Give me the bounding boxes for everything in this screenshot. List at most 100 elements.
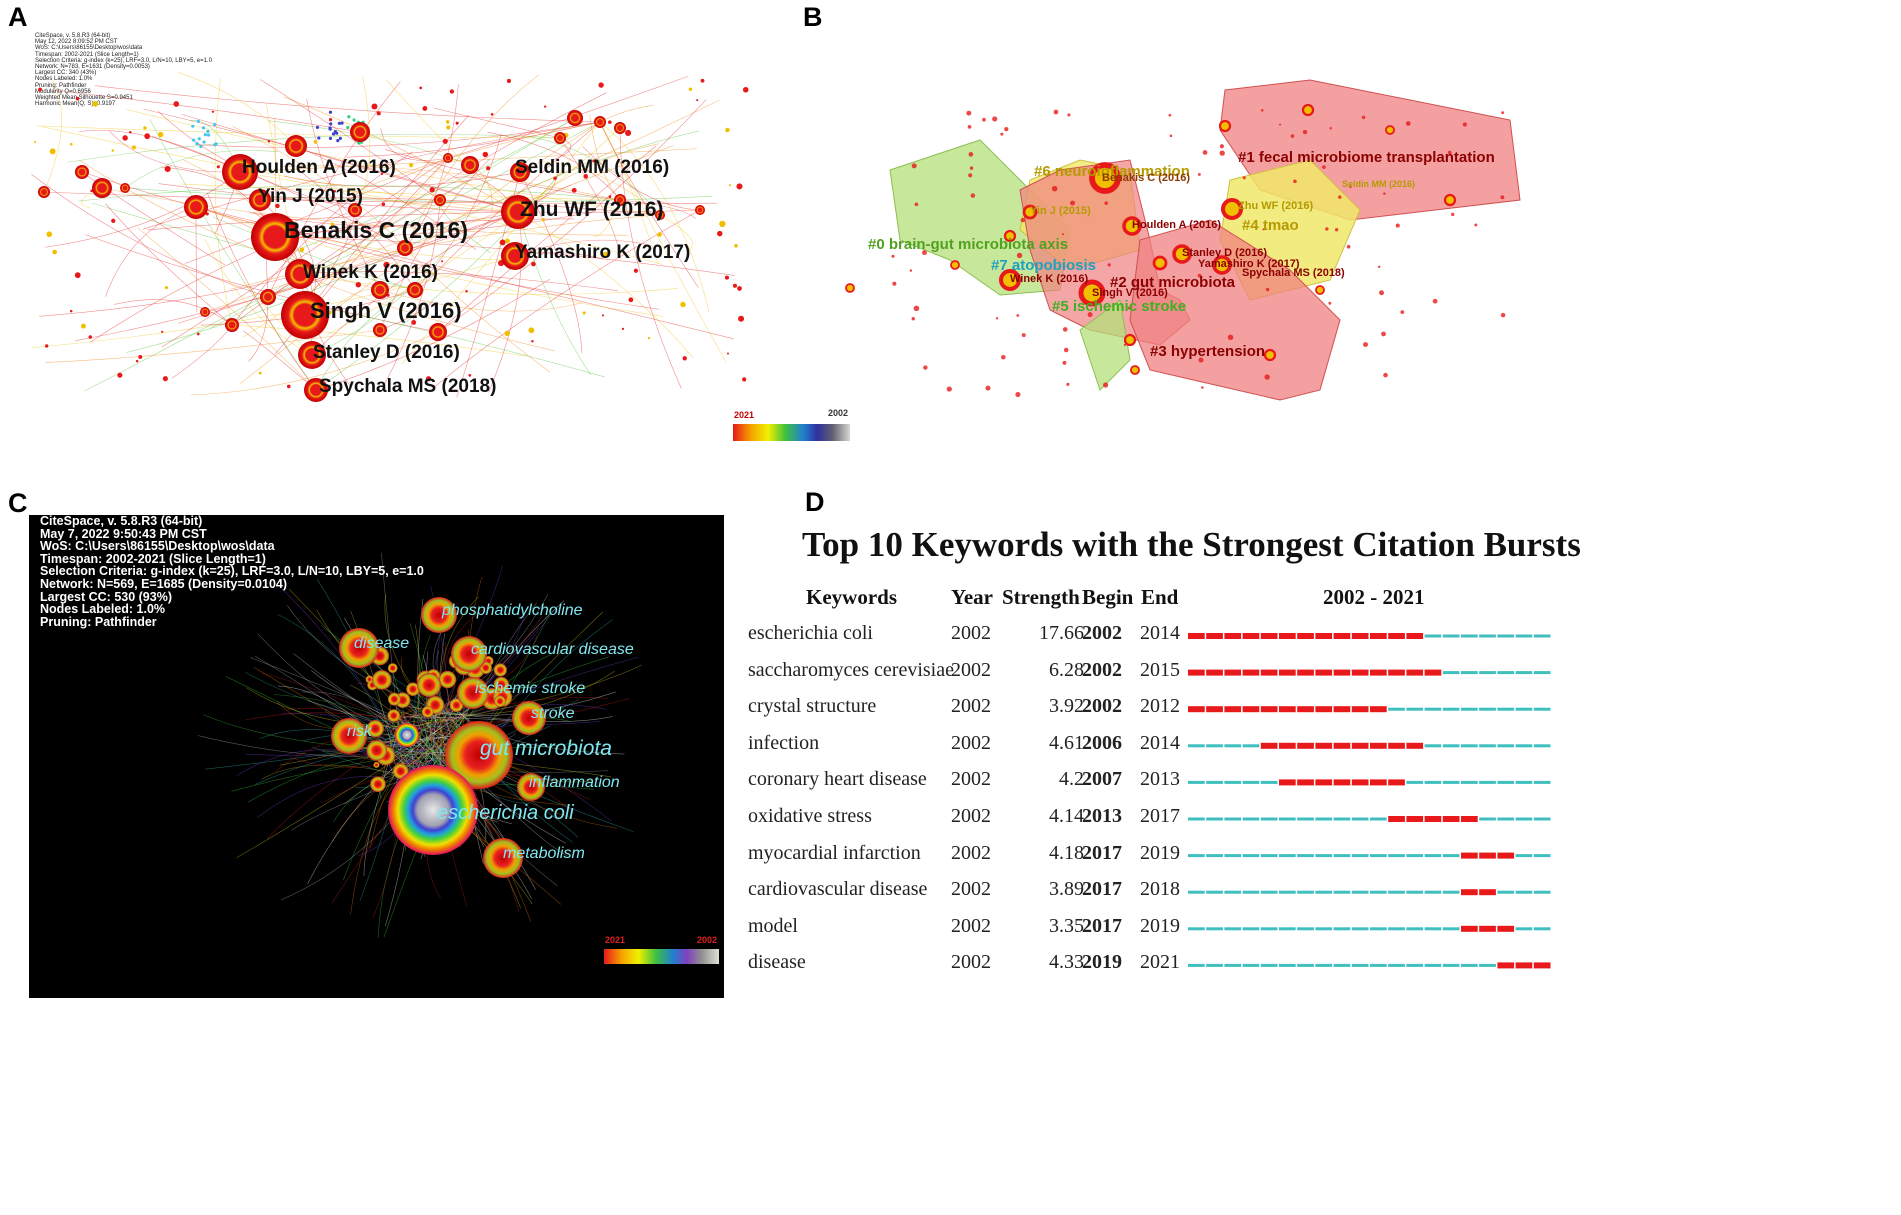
network-edge — [559, 137, 621, 259]
network-node — [553, 176, 557, 180]
network-node — [922, 250, 927, 256]
network-edge — [171, 324, 233, 379]
network-edge — [126, 109, 661, 216]
baseline-segment — [1497, 634, 1515, 638]
network-edge — [599, 105, 654, 123]
network-edge — [315, 170, 563, 391]
baseline-segment — [1224, 890, 1242, 894]
network-edge — [290, 744, 423, 768]
baseline-segment — [1497, 890, 1515, 894]
baseline-segment — [1279, 963, 1296, 967]
network-node — [329, 122, 333, 126]
burst-segment — [1497, 925, 1515, 932]
network-edge — [410, 745, 448, 772]
baseline-segment — [1224, 744, 1242, 748]
network-edge — [114, 299, 233, 326]
network-node — [1501, 111, 1505, 115]
cluster-label: #4 tmao — [1242, 217, 1299, 234]
network-node — [1087, 312, 1093, 318]
baseline-segment — [1442, 927, 1460, 931]
baseline-segment — [1515, 854, 1533, 858]
panel-b-cluster-labels: #1 fecal microbiome transplantation #6 n… — [868, 149, 1495, 360]
network-node — [493, 676, 510, 693]
network-edge — [390, 707, 470, 759]
network-node — [531, 261, 536, 267]
burst-row-year: 2002 — [951, 695, 991, 718]
burst-row-keyword: saccharomyces cerevisiae — [748, 658, 954, 681]
network-edge — [397, 728, 579, 838]
baseline-segment — [1461, 744, 1478, 748]
baseline-segment — [1206, 854, 1223, 858]
network-edge — [105, 206, 197, 297]
network-edge — [283, 96, 519, 213]
network-edge — [81, 171, 226, 266]
network-node — [1020, 217, 1026, 223]
network-edge — [236, 714, 466, 858]
network-node — [129, 131, 132, 134]
network-node — [969, 166, 974, 170]
network-edge — [514, 239, 647, 257]
network-node — [726, 352, 729, 355]
network-edge — [36, 125, 561, 139]
network-edge — [124, 150, 279, 189]
metadata-line: Pruning: Pathfinder — [35, 82, 87, 89]
burst-segment — [1206, 669, 1223, 676]
network-node — [1104, 201, 1108, 205]
baseline-segment — [1370, 963, 1387, 967]
burst-row-begin: 2017 — [1082, 914, 1122, 937]
burst-segment — [1533, 962, 1551, 969]
network-node — [1395, 223, 1400, 228]
network-edge — [147, 211, 519, 231]
baseline-segment — [1479, 963, 1496, 967]
network-edge — [438, 596, 480, 755]
network-edge — [394, 680, 449, 717]
baseline-segment — [1188, 780, 1205, 784]
network-node — [1197, 273, 1202, 278]
hub-node — [260, 289, 276, 305]
network-node — [601, 314, 605, 317]
network-edge — [242, 330, 317, 391]
network-edge — [225, 675, 434, 778]
baseline-segment — [1242, 780, 1260, 784]
metadata-line: Timespan: 2002-2021 (Slice Length=1) — [40, 551, 266, 566]
network-node — [737, 286, 742, 291]
network-node — [1051, 185, 1058, 192]
baseline-segment — [1533, 634, 1551, 638]
network-edge — [288, 588, 417, 733]
baseline-segment — [1279, 817, 1296, 821]
baseline-segment — [1260, 927, 1278, 931]
baseline-segment — [1333, 817, 1351, 821]
network-node — [202, 140, 206, 144]
network-edge — [239, 171, 663, 265]
network-node — [196, 119, 200, 123]
network-edge — [386, 79, 519, 213]
baseline-segment — [1188, 890, 1205, 894]
panel-c-nodes — [331, 597, 546, 878]
network-edge — [245, 747, 434, 757]
network-node — [1363, 342, 1369, 348]
network-node — [328, 126, 332, 130]
node-label: Stanley D (2016) — [1182, 247, 1267, 259]
node-label: Yin J (2015) — [1030, 205, 1091, 217]
network-node — [1227, 334, 1234, 341]
baseline-segment — [1424, 854, 1442, 858]
network-node — [409, 163, 414, 168]
burst-segment — [1279, 706, 1296, 713]
burst-segment — [1370, 633, 1387, 639]
keyword-label: risk — [347, 723, 373, 740]
baseline-segment — [1533, 671, 1551, 675]
network-node — [1063, 347, 1069, 353]
metadata-line: Largest CC: 340 (43%) — [35, 70, 97, 77]
baseline-segment — [1206, 817, 1223, 821]
network-edge — [347, 750, 449, 764]
network-node — [34, 140, 37, 144]
network-node — [1322, 165, 1326, 169]
network-edge — [274, 236, 735, 276]
network-edge — [274, 694, 446, 750]
burst-segment — [1370, 779, 1387, 786]
baseline-segment — [1424, 780, 1442, 784]
hub-node — [1172, 244, 1192, 264]
network-edge — [447, 157, 493, 212]
network-node — [1264, 374, 1270, 380]
network-node — [161, 330, 164, 333]
